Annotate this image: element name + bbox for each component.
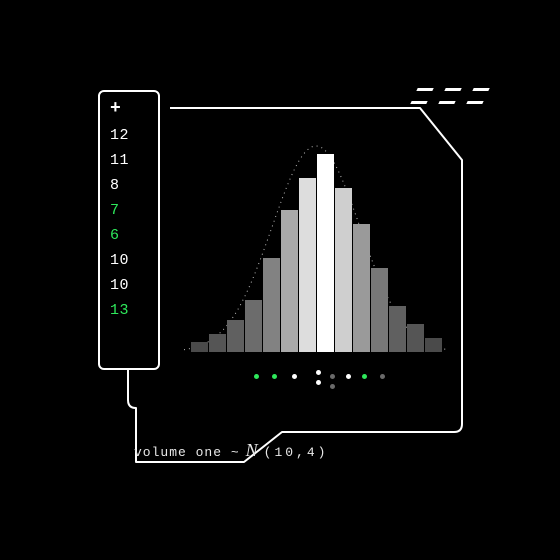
stage: + 12 11 8 7 6 10 10 13 volume one ~ N (10,4) bbox=[0, 0, 560, 560]
caption-params: (10,4) bbox=[264, 445, 329, 460]
value-item: 11 bbox=[110, 153, 150, 168]
histogram-bar bbox=[245, 300, 262, 352]
histogram-bar bbox=[425, 338, 442, 352]
value-item: 6 bbox=[110, 228, 150, 243]
sample-dots bbox=[184, 368, 448, 388]
value-item: 10 bbox=[110, 278, 150, 293]
caption: volume one ~ N (10,4) bbox=[134, 440, 328, 461]
histogram-bar bbox=[191, 342, 208, 352]
histogram-bar bbox=[281, 210, 298, 352]
histogram-chart bbox=[184, 128, 448, 364]
value-list: 12 11 8 7 6 10 10 13 bbox=[110, 128, 150, 318]
value-item: 8 bbox=[110, 178, 150, 193]
histogram-bar bbox=[263, 258, 280, 352]
histogram-bar bbox=[227, 320, 244, 352]
plus-icon: + bbox=[110, 100, 150, 118]
histogram-bar bbox=[353, 224, 370, 352]
caption-dist-symbol: N bbox=[246, 440, 258, 461]
sample-dot bbox=[330, 374, 335, 379]
sample-dot bbox=[254, 374, 259, 379]
corner-dashes bbox=[410, 88, 489, 104]
sample-dot bbox=[380, 374, 385, 379]
value-item: 12 bbox=[110, 128, 150, 143]
sample-dot bbox=[316, 370, 321, 375]
sample-dot bbox=[316, 380, 321, 385]
sample-dot bbox=[362, 374, 367, 379]
histogram-bar bbox=[299, 178, 316, 352]
caption-prefix: volume one ~ bbox=[134, 445, 240, 460]
sample-dot bbox=[346, 374, 351, 379]
sample-dot bbox=[330, 384, 335, 389]
value-panel: + 12 11 8 7 6 10 10 13 bbox=[98, 90, 160, 370]
histogram-bar bbox=[371, 268, 388, 352]
sample-dot bbox=[292, 374, 297, 379]
histogram-bar bbox=[389, 306, 406, 352]
sample-dot bbox=[272, 374, 277, 379]
histogram-bars bbox=[184, 128, 448, 352]
histogram-bar bbox=[317, 154, 334, 352]
value-item: 10 bbox=[110, 253, 150, 268]
histogram-bar bbox=[407, 324, 424, 352]
histogram-bar bbox=[335, 188, 352, 352]
value-item: 13 bbox=[110, 303, 150, 318]
histogram-bar bbox=[209, 334, 226, 352]
value-item: 7 bbox=[110, 203, 150, 218]
